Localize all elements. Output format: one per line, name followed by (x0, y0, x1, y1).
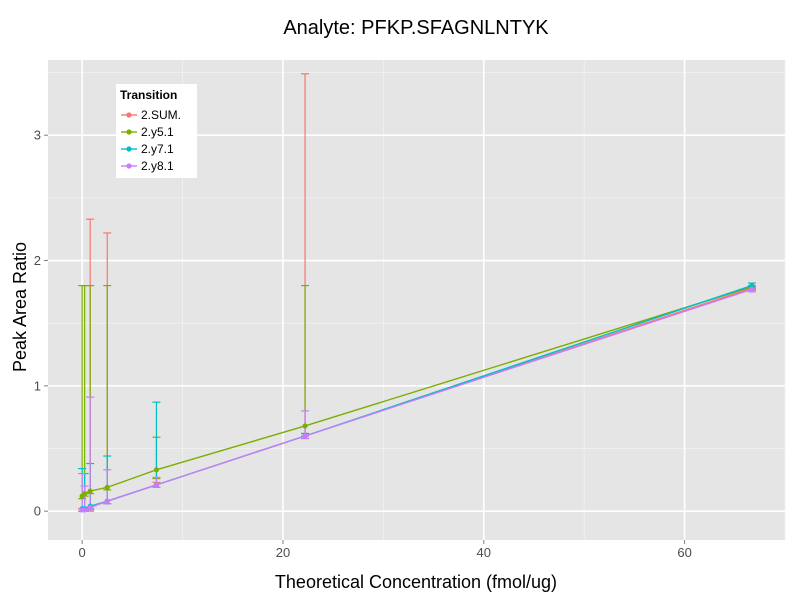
legend-item-2-y7-1: 2.y7.1 (121, 142, 174, 156)
legend-label: 2.y8.1 (141, 159, 174, 173)
chart-title: Analyte: PFKP.SFAGNLNTYK (283, 17, 549, 39)
legend-items: 2.SUM. 2.y5.1 2.y7.1 2.y8.1 (121, 108, 181, 173)
data-point-2-y7-1 (749, 282, 755, 289)
legend-label: 2.y7.1 (141, 142, 174, 156)
data-point-2-y5-1 (302, 423, 308, 429)
data-point-2-y8-1 (749, 286, 755, 292)
x-tick-label: 60 (677, 545, 691, 560)
x-tick-label: 40 (477, 545, 491, 560)
data-point-2-y8-1 (104, 498, 110, 504)
legend-title: Transition (120, 88, 177, 102)
data-point-2-y5-1 (104, 484, 110, 490)
data-point-2-y5-1 (153, 467, 160, 473)
data-point-2-y5-1 (82, 491, 88, 497)
x-tick-label: 20 (276, 545, 290, 560)
legend-label: 2.SUM. (141, 108, 181, 122)
x-tick-label: 0 (79, 545, 86, 560)
legend-key-point (126, 163, 132, 169)
legend-key-point (126, 146, 132, 152)
data-point-2-y5-1 (87, 488, 93, 494)
y-axis-title: Peak Area Ratio (10, 242, 30, 372)
legend-item-2-sum: 2.SUM. (121, 108, 181, 122)
data-points (79, 282, 755, 513)
data-point-2-y8-1 (302, 433, 308, 439)
y-tick-label: 1 (34, 378, 41, 393)
y-tick-label: 0 (34, 504, 41, 519)
data-point-2-y8-1 (153, 482, 160, 488)
data-point-2-y8-1 (87, 504, 93, 511)
data-point-2-y8-1 (82, 507, 88, 513)
tick-labels: 0 20 40 60 0 1 2 3 (34, 128, 692, 560)
legend-key-point (126, 112, 132, 118)
y-tick-label: 2 (34, 253, 41, 268)
y-tick-label: 3 (34, 128, 41, 143)
minor-gridlines (48, 60, 786, 540)
legend: Transition 2.SUM. 2.y5.1 2.y7.1 2.y8.1 (116, 84, 197, 178)
legend-label: 2.y5.1 (141, 125, 174, 139)
x-axis-title: Theoretical Concentration (fmol/ug) (275, 572, 557, 592)
legend-item-2-y5-1: 2.y5.1 (121, 125, 174, 139)
axis-ticks (44, 134, 686, 544)
legend-key-point (126, 129, 132, 135)
legend-item-2-y8-1: 2.y8.1 (121, 159, 174, 173)
